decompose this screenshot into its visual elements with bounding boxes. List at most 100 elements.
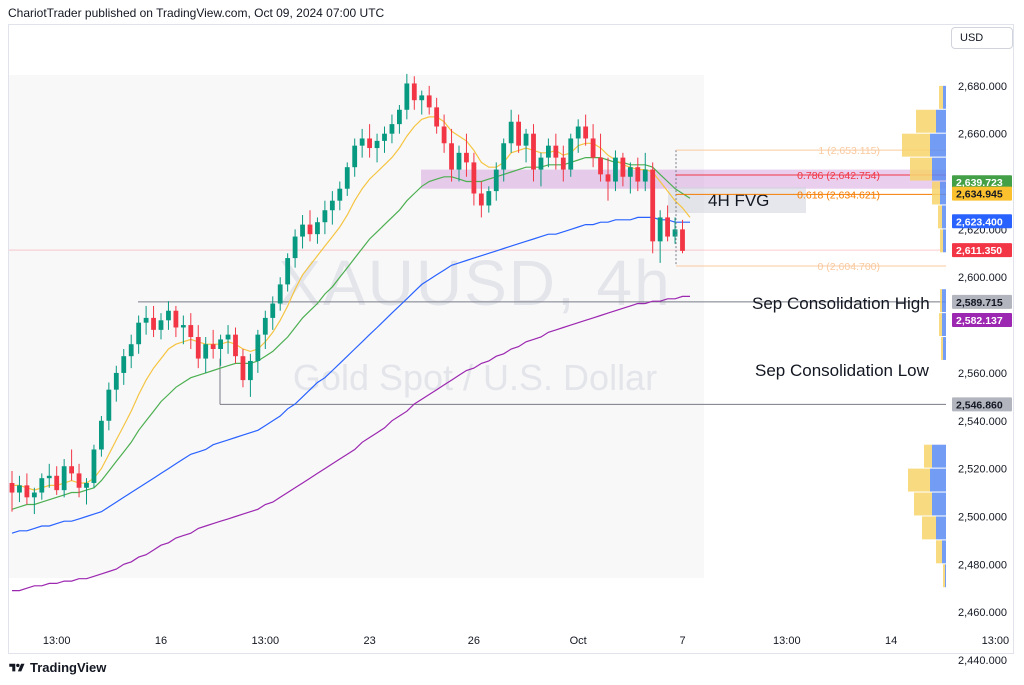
volume-bar-down [943,337,946,360]
candle-body [128,344,134,357]
volume-bar-up [910,157,932,181]
volume-bar-down [936,109,946,133]
volume-bar-up [914,492,932,516]
price-tag-bg [952,397,1012,412]
candle-body [493,169,499,192]
level-label: Sep Consolidation High [752,294,930,313]
candle-body [456,152,462,170]
candle-body [404,83,410,110]
candle-body [590,138,596,158]
candle-body [598,157,603,175]
candle-body [233,334,238,357]
candle-body [359,138,365,146]
price-tag-bg [952,214,1012,229]
candle-body [315,222,320,235]
candle-body [61,466,67,491]
y-tick-label: 2,460.000 [958,607,1007,619]
candle-body [568,138,574,170]
volume-bar-up [940,289,942,313]
x-tick-label: Oct [570,635,587,647]
x-tick-label: 16 [155,635,167,647]
candle-body [546,145,551,158]
candle-body [486,191,492,206]
volume-bar-up [936,540,942,564]
tradingview-footer[interactable]: TradingView [8,660,106,675]
candle-body [270,303,276,318]
ema-slow-line [11,216,690,534]
candle-body [657,217,663,242]
candle-body [501,143,507,170]
x-tick-label: 7 [679,635,685,647]
price-tag-bg [952,243,1012,258]
candle-body [665,217,670,237]
y-tick-label: 2,680.000 [958,81,1007,93]
candle-body [277,284,283,304]
volume-bar-up [939,313,942,337]
volume-bar-up [943,564,945,588]
candle-body [188,325,194,338]
volume-bar-down [943,85,946,109]
candle-body [523,133,529,146]
candle-body [166,310,171,321]
price-tag-label: 2,546.860 [956,399,1003,411]
candle-body [553,145,559,158]
fib-level-label: 0 (2,604.700) [818,261,880,273]
fib-level-label: 0.618 (2,634.621) [797,189,880,201]
candle-body [508,121,514,144]
fib-retracement: 1 (2,653.115) 0.786 (2,642.754) 0.618 (2,6… [675,145,946,273]
candle-body [322,210,328,223]
volume-bar-up [941,337,943,360]
candle-body [635,167,641,182]
candle-body [17,485,22,493]
candle-body [24,485,30,498]
candle-body [143,317,149,323]
level-label: Sep Consolidation Low [755,361,930,380]
x-axis: 13:00 16 13:00 23 26 Oct 7 13:00 14 13:00 [43,635,1009,647]
candle-body [203,344,209,359]
y-tick-label: 2,480.000 [958,559,1007,571]
volume-bar-up [939,85,943,109]
price-tag-bg [952,186,1012,201]
candle-body [531,133,536,170]
candle-body [434,107,440,127]
y-tick-label: 2,500.000 [958,511,1007,523]
volume-bar-up [908,468,930,492]
volume-bar-down [942,540,946,564]
ema-long-line [12,295,690,592]
volume-bar-down [945,564,946,588]
candle-body [255,334,261,361]
x-tick-label: 13:00 [43,635,71,647]
tradingview-logo-icon [9,663,25,671]
currency-button[interactable]: USD [951,27,1013,49]
candle-body [225,334,231,340]
candle-body [121,356,127,373]
price-tag-bg [952,294,1012,309]
watermark: XAUUSD, 4h Gold Spot / U.S. Dollar [278,247,671,398]
volume-bar-down [932,157,946,181]
candle-body [240,356,246,381]
price-tag-label: 2,611.350 [956,245,1002,257]
y-tick-label: 2,600.000 [958,272,1007,284]
price-tag-label: 2,634.945 [956,189,1003,201]
price-tag-bg [952,175,1012,190]
candle-body [285,258,291,285]
x-tick-label: 13:00 [773,635,801,647]
watermark-symbol: XAUUSD, 4h [278,247,671,319]
fib-level-label: 0.786 (2,642.754) [797,170,880,182]
candle-body [471,162,477,194]
candle-body [210,344,216,349]
candle-body [76,473,82,488]
candle-body [113,372,119,390]
candle-body [262,317,268,335]
ema-mid-line [11,157,691,510]
fvg-zone: 4H FVG [421,169,946,213]
candle-body [560,157,566,170]
candle-body [180,325,186,328]
price-tag-bg [952,312,1012,327]
volume-bar-down [942,205,946,229]
fvg-rect [421,169,946,189]
ema-fast-line [12,116,691,491]
x-tick-label: 14 [885,635,897,647]
candle-body [538,157,544,170]
